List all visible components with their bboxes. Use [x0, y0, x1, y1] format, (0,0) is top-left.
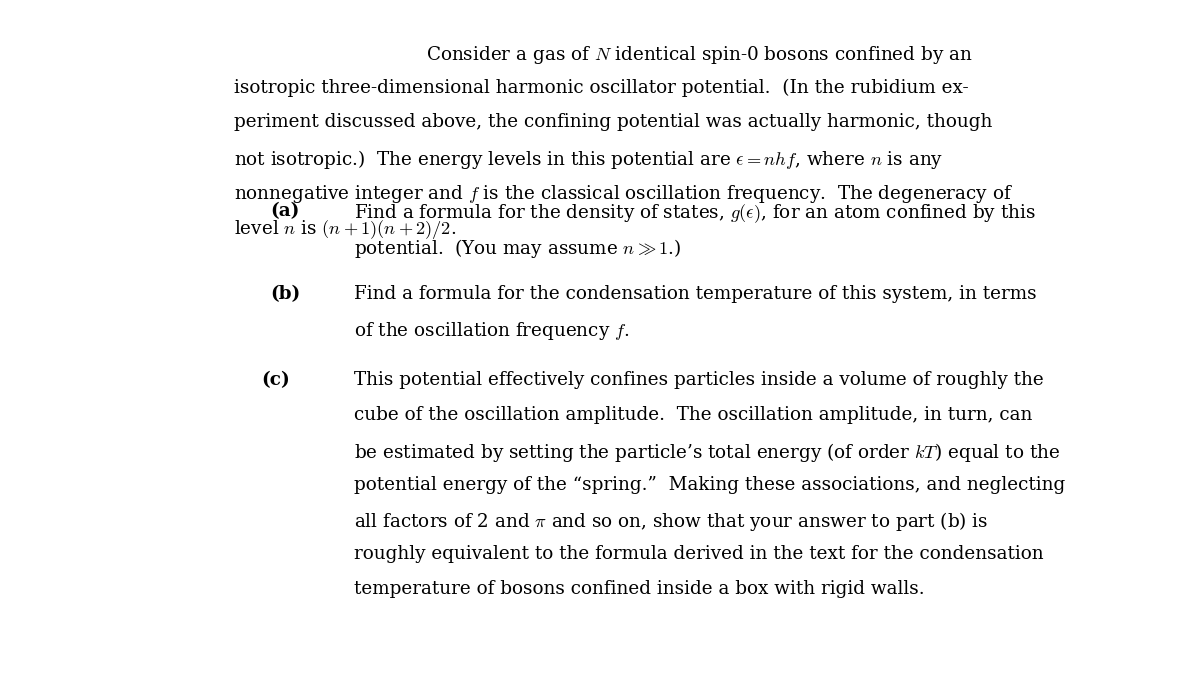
Text: periment discussed above, the confining potential was actually harmonic, though: periment discussed above, the confining … [234, 113, 992, 132]
Text: Find a formula for the density of states, $g(\epsilon)$, for an atom confined by: Find a formula for the density of states… [354, 202, 1036, 225]
Text: (c): (c) [262, 371, 290, 389]
Text: of the oscillation frequency $f$.: of the oscillation frequency $f$. [354, 320, 629, 342]
Text: (b): (b) [270, 285, 300, 303]
Text: (a): (a) [270, 202, 299, 221]
Text: not isotropic.)  The energy levels in this potential are $\epsilon = nhf$, where: not isotropic.) The energy levels in thi… [234, 148, 943, 171]
Text: isotropic three-dimensional harmonic oscillator potential.  (In the rubidium ex-: isotropic three-dimensional harmonic osc… [234, 78, 968, 97]
Text: potential.  (You may assume $n \gg 1$.): potential. (You may assume $n \gg 1$.) [354, 238, 682, 261]
Text: Find a formula for the condensation temperature of this system, in terms: Find a formula for the condensation temp… [354, 285, 1037, 303]
Text: all factors of 2 and $\pi$ and so on, show that your answer to part (b) is: all factors of 2 and $\pi$ and so on, sh… [354, 510, 989, 533]
Text: potential energy of the “spring.”  Making these associations, and neglecting: potential energy of the “spring.” Making… [354, 476, 1066, 493]
Text: nonnegative integer and $f$ is the classical oscillation frequency.  The degener: nonnegative integer and $f$ is the class… [234, 183, 1013, 205]
Text: level $n$ is $(n+1)(n+2)/2$.: level $n$ is $(n+1)(n+2)/2$. [234, 217, 456, 241]
Text: be estimated by setting the particle’s total energy (of order $kT$) equal to the: be estimated by setting the particle’s t… [354, 441, 1060, 464]
Text: roughly equivalent to the formula derived in the text for the condensation: roughly equivalent to the formula derive… [354, 545, 1044, 563]
Text: This potential effectively confines particles inside a volume of roughly the: This potential effectively confines part… [354, 371, 1044, 389]
Text: Consider a gas of $N$ identical spin-0 bosons confined by an: Consider a gas of $N$ identical spin-0 b… [426, 44, 973, 66]
Text: temperature of bosons confined inside a box with rigid walls.: temperature of bosons confined inside a … [354, 580, 925, 598]
Text: cube of the oscillation amplitude.  The oscillation amplitude, in turn, can: cube of the oscillation amplitude. The o… [354, 406, 1032, 424]
